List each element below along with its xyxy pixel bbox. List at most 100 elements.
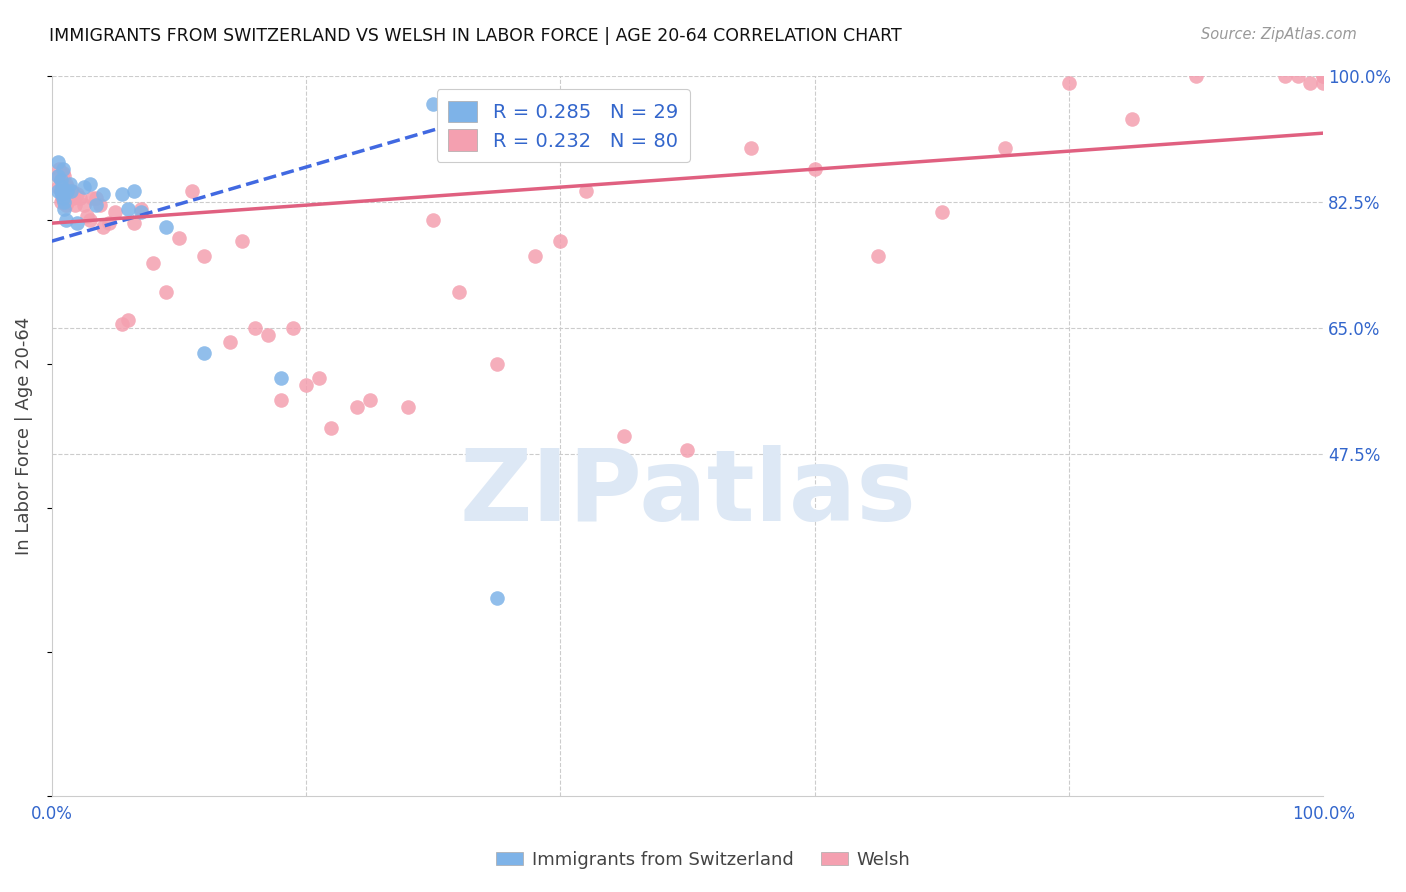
Point <box>51 180 73 194</box>
Point <box>53 194 76 209</box>
Point <box>84 198 107 212</box>
Point <box>396 400 419 414</box>
Point <box>66 216 89 230</box>
Point <box>76 209 98 223</box>
Point <box>1249 62 1271 76</box>
Point <box>66 187 89 202</box>
Point <box>79 177 101 191</box>
Point <box>243 320 266 334</box>
Point <box>55 177 77 191</box>
Point <box>485 357 508 371</box>
Point <box>308 371 330 385</box>
Point <box>124 216 146 230</box>
Point <box>91 187 114 202</box>
Point <box>49 173 72 187</box>
Point <box>1057 76 1080 90</box>
Point <box>49 173 72 187</box>
Point <box>58 177 80 191</box>
Point <box>56 194 79 209</box>
Point <box>1312 76 1334 90</box>
Point <box>60 184 83 198</box>
Text: IMMIGRANTS FROM SWITZERLAND VS WELSH IN LABOR FORCE | AGE 20-64 CORRELATION CHAR: IMMIGRANTS FROM SWITZERLAND VS WELSH IN … <box>49 27 903 45</box>
Point <box>1286 69 1309 83</box>
Point <box>346 400 368 414</box>
Point <box>82 191 104 205</box>
Point <box>994 140 1017 154</box>
Point <box>550 234 572 248</box>
Point <box>53 191 76 205</box>
Point <box>117 202 139 216</box>
Point <box>129 202 152 216</box>
Point <box>422 97 444 112</box>
Point <box>53 180 76 194</box>
Point <box>124 184 146 198</box>
Point <box>49 194 72 209</box>
Point <box>803 162 825 177</box>
Legend: R = 0.285   N = 29, R = 0.232   N = 80: R = 0.285 N = 29, R = 0.232 N = 80 <box>436 89 690 162</box>
Point <box>69 191 91 205</box>
Point <box>56 180 79 194</box>
Point <box>180 184 202 198</box>
Point <box>1299 76 1322 90</box>
Point <box>89 198 111 212</box>
Point <box>193 346 215 360</box>
Point <box>155 219 177 234</box>
Point <box>55 212 77 227</box>
Y-axis label: In Labor Force | Age 20-64: In Labor Force | Age 20-64 <box>15 317 32 555</box>
Point <box>51 173 73 187</box>
Point <box>59 191 82 205</box>
Point <box>1312 69 1334 83</box>
Point <box>84 191 107 205</box>
Point <box>51 180 73 194</box>
Point <box>321 421 343 435</box>
Point <box>46 180 69 194</box>
Point <box>231 234 253 248</box>
Point <box>868 249 890 263</box>
Point <box>167 230 190 244</box>
Point <box>63 198 86 212</box>
Point <box>46 184 69 198</box>
Point <box>72 198 94 212</box>
Point <box>422 212 444 227</box>
Point <box>46 169 69 184</box>
Point <box>52 191 75 205</box>
Point <box>53 202 76 216</box>
Point <box>129 205 152 219</box>
Point <box>447 285 470 299</box>
Point <box>59 184 82 198</box>
Point <box>676 443 699 458</box>
Point <box>1121 112 1143 126</box>
Point <box>523 249 546 263</box>
Point <box>257 327 280 342</box>
Point <box>79 212 101 227</box>
Point <box>91 219 114 234</box>
Text: ZIPatlas: ZIPatlas <box>458 445 915 541</box>
Point <box>142 256 165 270</box>
Point <box>62 191 84 205</box>
Point <box>931 205 953 219</box>
Point <box>1274 69 1296 83</box>
Point <box>52 177 75 191</box>
Point <box>1312 69 1334 83</box>
Point <box>52 162 75 177</box>
Point <box>58 187 80 202</box>
Point <box>111 317 134 331</box>
Point <box>52 166 75 180</box>
Point <box>283 320 305 334</box>
Point <box>104 205 127 219</box>
Point <box>117 313 139 327</box>
Point <box>49 184 72 198</box>
Point <box>1185 69 1208 83</box>
Point <box>48 162 70 177</box>
Point <box>485 591 508 605</box>
Point <box>575 184 598 198</box>
Point <box>46 155 69 169</box>
Point <box>51 191 73 205</box>
Point <box>155 285 177 299</box>
Point <box>359 392 381 407</box>
Point <box>111 187 134 202</box>
Point <box>58 184 80 198</box>
Point <box>97 216 120 230</box>
Legend: Immigrants from Switzerland, Welsh: Immigrants from Switzerland, Welsh <box>488 844 918 876</box>
Point <box>49 184 72 198</box>
